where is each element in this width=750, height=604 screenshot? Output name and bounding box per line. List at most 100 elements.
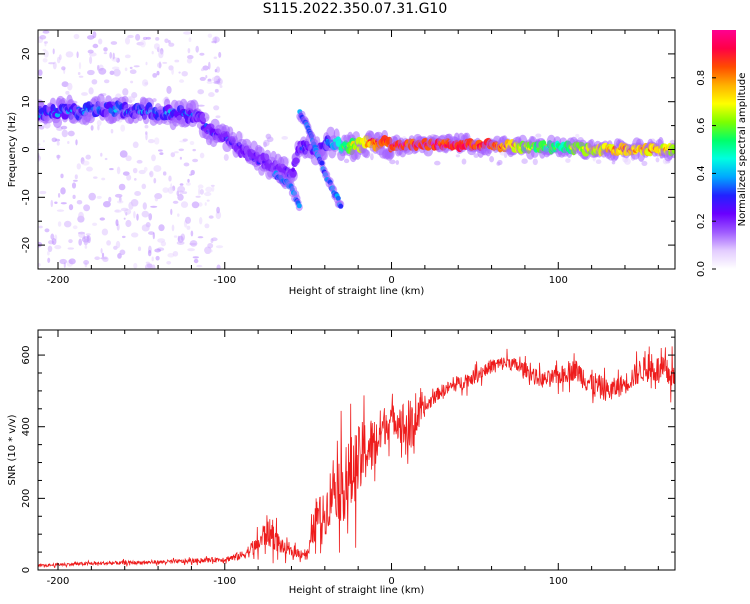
- spectrogram-blob: [56, 56, 61, 64]
- spectrogram-blob: [134, 191, 142, 196]
- figure-title: S115.2022.350.07.31.G10: [262, 1, 448, 17]
- x-tick-label: -100: [213, 275, 236, 286]
- spectrogram-blob: [174, 151, 179, 154]
- spectrogram-blob: [166, 85, 172, 94]
- spectrogram-blob: [96, 64, 100, 71]
- spectrogram-blob: [91, 79, 98, 85]
- spectrogram-blob: [190, 230, 194, 237]
- spectrogram-blob: [215, 245, 224, 249]
- spectrogram-blob: [110, 129, 114, 134]
- spectrogram-blob: [121, 235, 126, 239]
- spectrogram-blob: [133, 210, 136, 219]
- spectrogram-blob: [208, 215, 214, 219]
- spectrogram-blob: [171, 224, 175, 232]
- spectrogram-blob: [167, 186, 174, 194]
- spectrogram-blob: [200, 68, 205, 72]
- colorbar-tick-label: 0.6: [696, 118, 707, 134]
- spectrogram-blob: [126, 174, 132, 181]
- spectrogram-blob: [319, 160, 325, 166]
- spectrogram-blob: [73, 33, 80, 40]
- spectrogram-blob: [292, 157, 300, 164]
- spectrogram-blob: [473, 153, 479, 158]
- spectrogram-blob: [182, 138, 188, 142]
- spectrogram-blob: [266, 136, 274, 143]
- spectrogram-blob: [211, 186, 215, 192]
- spectrogram-blob: [197, 89, 205, 95]
- spectrogram-blob: [145, 61, 148, 66]
- spectrogram-blob: [100, 248, 103, 254]
- spectrogram-blob: [56, 141, 60, 146]
- colorbar-tick-label: 0.2: [696, 213, 707, 229]
- spectrogram-blob: [496, 161, 501, 166]
- spectrogram-blob: [38, 143, 41, 146]
- spectrogram-blob: [171, 68, 174, 75]
- spectrogram-blob: [155, 36, 160, 41]
- spectrogram-blob: [211, 40, 217, 44]
- spectrogram-blob: [178, 71, 181, 74]
- spectrogram-blob: [68, 258, 76, 265]
- spectrogram-blob: [72, 225, 78, 230]
- spectrogram-blob: [199, 216, 203, 225]
- spectrogram-blob: [575, 133, 580, 138]
- spectrogram-blob: [130, 80, 134, 84]
- spectrogram-blob: [119, 249, 126, 256]
- spectrogram-blob: [170, 152, 176, 158]
- spectrogram-blob: [54, 138, 61, 142]
- spectrogram-blob: [94, 256, 100, 261]
- spectrogram-blob: [121, 95, 129, 105]
- spectrogram-blob: [47, 257, 51, 263]
- snr-line: [38, 346, 675, 568]
- spectrogram-blob: [60, 187, 66, 195]
- spectrogram-blob: [110, 41, 118, 45]
- spectrogram-blob: [151, 256, 154, 262]
- spectrogram-blob: [124, 37, 131, 45]
- spectrogram-blob: [54, 201, 58, 205]
- spectrogram-blob: [338, 203, 344, 209]
- spectrogram-blob: [101, 228, 109, 236]
- spectrogram-blob: [343, 158, 350, 164]
- spectrogram-blob: [67, 247, 75, 250]
- spectrogram-blob: [208, 92, 215, 98]
- spectrogram-blob: [47, 250, 50, 256]
- spectrogram-blob: [67, 82, 73, 91]
- spectrogram-blob: [182, 191, 188, 195]
- spectrogram-blob: [167, 253, 175, 258]
- spectrogram-blob: [119, 150, 128, 158]
- spectrogram-blob: [74, 174, 78, 180]
- spectrogram-blob: [213, 105, 220, 111]
- spectrogram-blob: [624, 157, 631, 165]
- spectrogram-blob: [76, 199, 83, 205]
- x-tick-label: -200: [47, 576, 70, 587]
- spectrogram-blob: [363, 149, 371, 159]
- spectrogram-blob: [170, 183, 173, 191]
- spectrogram-blob: [162, 171, 167, 176]
- spectrogram-blob: [186, 58, 193, 64]
- x-tick-label: 100: [549, 576, 568, 587]
- spectrogram-blob: [111, 57, 119, 62]
- spectrogram-blob: [101, 177, 106, 181]
- spectrogram-blob: [100, 152, 103, 157]
- spectrogram-blob: [87, 69, 95, 76]
- spectrogram-blob: [434, 160, 441, 166]
- spectrogram-blob: [133, 262, 138, 269]
- spectrogram-blob: [144, 263, 153, 269]
- spectrogram-blob: [114, 193, 123, 198]
- spectrogram-blob: [97, 124, 100, 131]
- spectrogram-blob: [199, 76, 206, 81]
- spectrogram-blob: [127, 34, 134, 39]
- colorbar-gradient: [712, 30, 736, 269]
- spectrogram-blob: [158, 224, 165, 232]
- spectrogram-blob: [187, 248, 195, 252]
- spectrogram-blob: [213, 81, 221, 85]
- spectrogram-blob: [78, 231, 86, 239]
- spectrogram-blob: [206, 199, 210, 202]
- spectrogram-blob: [211, 76, 219, 82]
- spectrogram-blob: [183, 162, 190, 167]
- spectrogram-blob: [183, 31, 191, 35]
- spectrogram-blob: [154, 196, 159, 202]
- spectrogram-blob: [61, 81, 69, 88]
- spectrogram-blob: [190, 169, 195, 176]
- spectrogram-blob: [164, 38, 169, 44]
- spectrogram-blob: [43, 50, 49, 58]
